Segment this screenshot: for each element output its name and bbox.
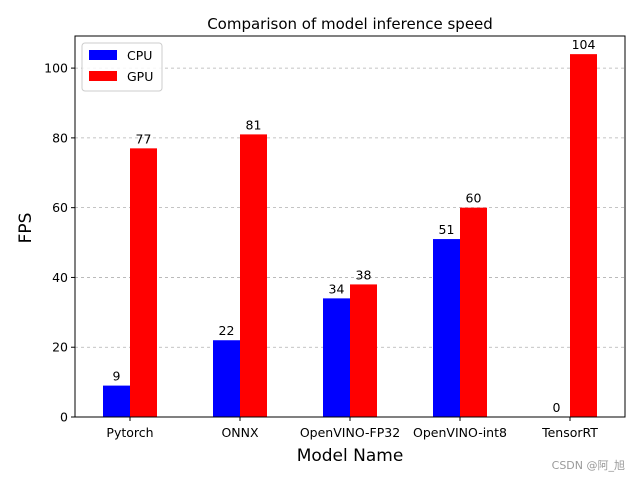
bar-cpu-openvino-int8 (433, 239, 460, 417)
data-label-gpu-onnx: 81 (246, 117, 262, 132)
data-label-cpu-tensorrt: 0 (553, 400, 561, 415)
y-tick-label-60: 60 (52, 200, 68, 215)
bar-gpu-onnx (240, 134, 267, 417)
data-label-gpu-pytorch: 77 (136, 131, 152, 146)
bar-gpu-openvino-int8 (460, 207, 487, 417)
y-tick-label-0: 0 (60, 410, 68, 425)
bar-cpu-pytorch (103, 385, 130, 417)
chart-title: Comparison of model inference speed (207, 15, 493, 33)
legend-label-gpu: GPU (127, 69, 153, 84)
data-label-cpu-pytorch: 9 (113, 369, 121, 384)
x-tick-label-onnx: ONNX (221, 425, 259, 440)
bar-cpu-onnx (213, 340, 240, 417)
x-axis: Pytorch ONNX OpenVINO-FP32 OpenVINO-int8 Ten… (106, 417, 598, 440)
x-axis-label: Model Name (297, 446, 404, 466)
data-label-cpu-onnx: 22 (219, 323, 235, 338)
data-label-gpu-tensorrt: 104 (572, 37, 596, 52)
bar-gpu-openvino-fp32 (350, 284, 377, 417)
bar-cpu-openvino-fp32 (323, 298, 350, 417)
data-label-gpu-openvino-fp32: 38 (356, 267, 372, 282)
watermark: CSDN @阿_旭 (552, 458, 625, 472)
y-tick-label-80: 80 (52, 130, 68, 145)
legend-swatch-gpu (89, 71, 117, 81)
y-gridlines (75, 67, 625, 348)
bar-gpu-pytorch (130, 148, 157, 417)
data-label-cpu-openvino-fp32: 34 (329, 281, 345, 296)
data-labels: 9 77 22 81 34 38 51 60 0 104 (113, 37, 596, 415)
data-label-gpu-openvino-int8: 60 (466, 191, 482, 206)
legend-label-cpu: CPU (127, 48, 152, 63)
x-tick-label-openvino-int8: OpenVINO-int8 (413, 425, 507, 440)
y-tick-label-20: 20 (52, 340, 68, 355)
x-tick-label-openvino-fp32: OpenVINO-FP32 (300, 425, 400, 440)
data-label-cpu-openvino-int8: 51 (439, 222, 455, 237)
bar-gpu-tensorrt (570, 54, 597, 418)
x-tick-label-tensorrt: TensorRT (541, 425, 598, 440)
legend: CPU GPU (81, 42, 163, 92)
y-tick-label-100: 100 (44, 61, 68, 76)
legend-swatch-cpu (89, 50, 117, 60)
x-tick-label-pytorch: Pytorch (106, 425, 153, 440)
bar-marks (103, 54, 597, 418)
y-axis: 0 20 40 60 80 100 (44, 61, 75, 425)
y-tick-label-40: 40 (52, 270, 68, 285)
y-axis-label: FPS (16, 213, 36, 244)
